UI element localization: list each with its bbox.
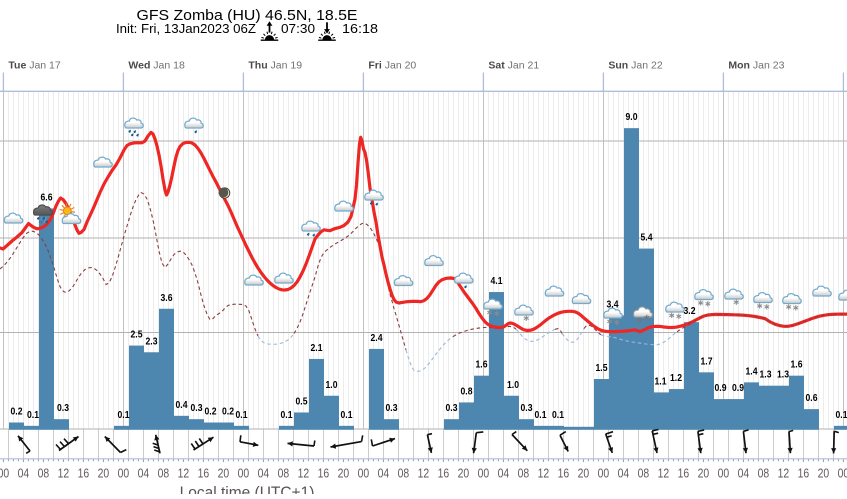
- svg-text:0.4: 0.4: [176, 400, 188, 411]
- svg-text:0.3: 0.3: [191, 403, 203, 414]
- svg-text:1.7: 1.7: [701, 356, 713, 367]
- svg-text:0.5: 0.5: [296, 397, 308, 408]
- svg-text:08: 08: [518, 466, 530, 481]
- svg-text:Fri Jan 20: Fri Jan 20: [368, 60, 416, 72]
- svg-text:20: 20: [458, 466, 470, 481]
- svg-text:12: 12: [658, 466, 670, 481]
- svg-text:2.4: 2.4: [371, 333, 383, 344]
- svg-text:1.2: 1.2: [670, 373, 682, 384]
- svg-text:16:18: 16:18: [342, 22, 378, 36]
- svg-text:08: 08: [638, 466, 650, 481]
- svg-text:12: 12: [538, 466, 550, 481]
- svg-text:Wed Jan 18: Wed Jan 18: [128, 60, 185, 72]
- svg-text:1.6: 1.6: [791, 360, 803, 371]
- svg-text:2.5: 2.5: [131, 330, 143, 341]
- svg-text:04: 04: [138, 466, 150, 481]
- svg-text:Init: Fri, 13Jan2023 06Z: Init: Fri, 13Jan2023 06Z: [116, 22, 256, 36]
- svg-text:04: 04: [498, 466, 510, 481]
- svg-text:0.6: 0.6: [806, 393, 818, 404]
- svg-text:16: 16: [318, 466, 330, 481]
- svg-text:00: 00: [838, 466, 847, 481]
- svg-text:08: 08: [758, 466, 770, 481]
- svg-text:20: 20: [338, 466, 350, 481]
- svg-text:16: 16: [798, 466, 810, 481]
- svg-text:0.3: 0.3: [521, 403, 533, 414]
- svg-text:20: 20: [578, 466, 590, 481]
- svg-text:0.9: 0.9: [732, 383, 744, 394]
- svg-text:0.1: 0.1: [552, 410, 564, 421]
- svg-text:0.1: 0.1: [535, 410, 547, 421]
- svg-text:04: 04: [18, 466, 30, 481]
- svg-text:00: 00: [0, 466, 9, 481]
- svg-text:16: 16: [78, 466, 90, 481]
- svg-text:12: 12: [418, 466, 430, 481]
- svg-text:04: 04: [258, 466, 270, 481]
- svg-text:16: 16: [198, 466, 210, 481]
- svg-text:Tue Jan 17: Tue Jan 17: [8, 60, 60, 72]
- svg-text:Sun Jan 22: Sun Jan 22: [608, 60, 662, 72]
- svg-text:1.6: 1.6: [476, 360, 488, 371]
- svg-text:0.8: 0.8: [461, 386, 473, 397]
- svg-text:0.1: 0.1: [236, 410, 248, 421]
- svg-text:12: 12: [58, 466, 70, 481]
- svg-text:00: 00: [718, 466, 730, 481]
- svg-text:6.6: 6.6: [41, 192, 53, 203]
- svg-text:5.4: 5.4: [641, 233, 653, 244]
- svg-text:1.0: 1.0: [326, 380, 338, 391]
- svg-text:Mon Jan 23: Mon Jan 23: [728, 60, 784, 72]
- svg-text:Sat Jan 21: Sat Jan 21: [488, 60, 539, 72]
- svg-text:Thu Jan 19: Thu Jan 19: [248, 60, 302, 72]
- svg-text:04: 04: [618, 466, 630, 481]
- svg-text:08: 08: [278, 466, 290, 481]
- svg-text:12: 12: [178, 466, 190, 481]
- svg-text:04: 04: [378, 466, 390, 481]
- svg-text:1.0: 1.0: [507, 380, 519, 391]
- svg-text:0.2: 0.2: [205, 407, 217, 418]
- svg-text:0.3: 0.3: [57, 403, 69, 414]
- svg-text:1.4: 1.4: [746, 366, 758, 377]
- svg-text:20: 20: [218, 466, 230, 481]
- svg-text:16: 16: [678, 466, 690, 481]
- svg-text:0.1: 0.1: [118, 410, 130, 421]
- svg-text:20: 20: [98, 466, 110, 481]
- svg-text:1.3: 1.3: [760, 370, 772, 381]
- svg-text:3.6: 3.6: [161, 293, 173, 304]
- svg-text:16: 16: [558, 466, 570, 481]
- svg-text:0.9: 0.9: [715, 383, 727, 394]
- svg-text:20: 20: [818, 466, 830, 481]
- svg-text:9.0: 9.0: [626, 112, 638, 123]
- svg-text:0.2: 0.2: [222, 407, 234, 418]
- svg-text:16: 16: [438, 466, 450, 481]
- svg-text:0.1: 0.1: [836, 410, 847, 421]
- svg-text:00: 00: [238, 466, 250, 481]
- svg-text:1.5: 1.5: [596, 363, 608, 374]
- svg-text:0.3: 0.3: [446, 403, 458, 414]
- svg-text:04: 04: [738, 466, 750, 481]
- svg-text:00: 00: [358, 466, 370, 481]
- svg-text:3.2: 3.2: [684, 306, 696, 317]
- svg-text:00: 00: [118, 466, 130, 481]
- svg-text:Local time (UTC+1): Local time (UTC+1): [180, 484, 315, 494]
- svg-text:08: 08: [398, 466, 410, 481]
- svg-text:0.3: 0.3: [386, 403, 398, 414]
- svg-text:0.1: 0.1: [281, 410, 293, 421]
- svg-text:1.1: 1.1: [655, 376, 667, 387]
- svg-text:12: 12: [298, 466, 310, 481]
- svg-text:2.1: 2.1: [311, 343, 323, 354]
- svg-text:08: 08: [158, 466, 170, 481]
- svg-text:2.3: 2.3: [146, 336, 158, 347]
- svg-text:12: 12: [778, 466, 790, 481]
- svg-text:20: 20: [698, 466, 710, 481]
- svg-text:4.1: 4.1: [491, 276, 503, 287]
- svg-text:1.3: 1.3: [777, 370, 789, 381]
- svg-text:07:30: 07:30: [281, 22, 315, 36]
- svg-text:00: 00: [598, 466, 610, 481]
- svg-text:08: 08: [38, 466, 50, 481]
- svg-text:00: 00: [478, 466, 490, 481]
- svg-text:0.2: 0.2: [11, 407, 23, 418]
- svg-text:0.1: 0.1: [27, 410, 39, 421]
- svg-text:0.1: 0.1: [341, 410, 353, 421]
